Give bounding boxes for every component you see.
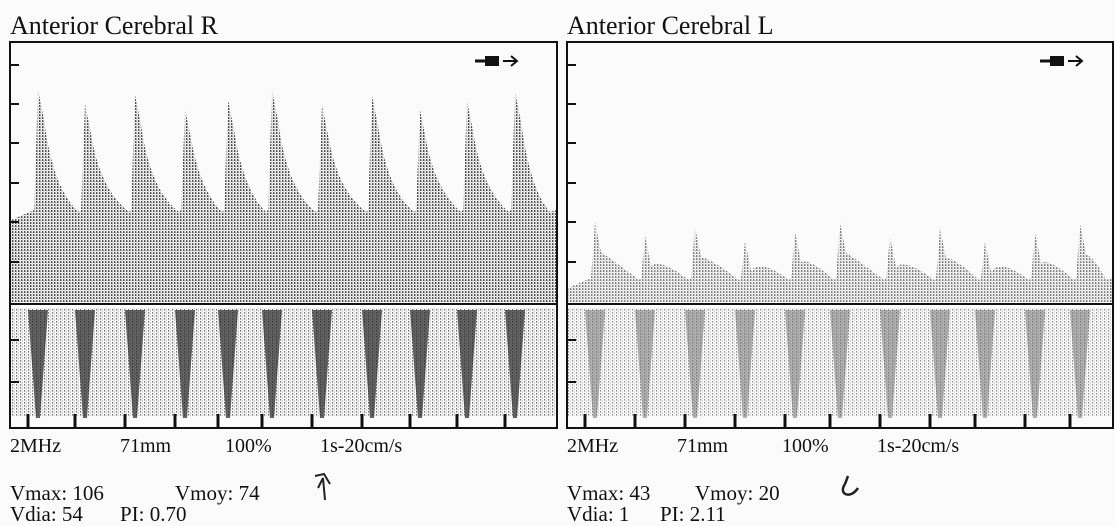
panel-right: Anterior Cerebral R 2MHz 71mm 100% 1s-20… xyxy=(10,11,557,526)
probe-icon xyxy=(475,56,517,66)
setting-frequency: 2MHz xyxy=(567,435,618,457)
handwritten-arrow xyxy=(315,474,330,500)
setting-depth: 71mm xyxy=(120,435,172,457)
setting-power: 100% xyxy=(782,435,829,457)
measurement-vdia: Vdia: 54 xyxy=(10,502,83,526)
spectral-envelope xyxy=(568,222,1112,302)
printout-canvas: Anterior Cerebral R 2MHz 71mm 100% 1s-20… xyxy=(0,0,1115,526)
setting-scale: 1s-20cm/s xyxy=(877,435,959,457)
setting-power: 100% xyxy=(225,435,272,457)
handwritten-arrow xyxy=(843,476,858,495)
measurement-pi: PI: 2.11 xyxy=(660,502,726,526)
doppler-printout: Anterior Cerebral R 2MHz 71mm 100% 1s-20… xyxy=(0,0,1115,526)
probe-icon xyxy=(1040,56,1082,66)
spectral-envelope xyxy=(11,90,556,302)
setting-scale: 1s-20cm/s xyxy=(320,435,402,457)
panel-left: Anterior Cerebral L 2MHz 71mm 100% 1s-20… xyxy=(567,11,1113,526)
measurement-pi: PI: 0.70 xyxy=(120,502,187,526)
setting-frequency: 2MHz xyxy=(10,435,61,457)
setting-depth: 71mm xyxy=(677,435,729,457)
panel-title: Anterior Cerebral L xyxy=(567,11,773,40)
measurement-vdia: Vdia: 1 xyxy=(567,502,629,526)
measurement-vmoy: Vmoy: 74 xyxy=(175,481,260,505)
panel-title: Anterior Cerebral R xyxy=(10,11,219,40)
